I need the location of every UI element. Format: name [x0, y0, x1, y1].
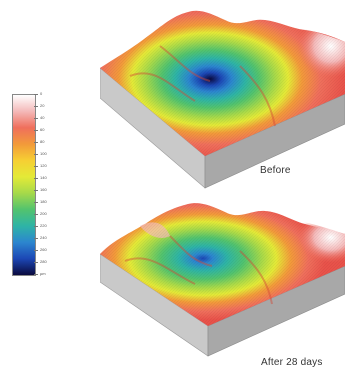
colorbar-tick-label: 0 [40, 91, 43, 96]
colorbar-tick-mark [34, 106, 38, 107]
colorbar-tick-label: 260 [40, 247, 47, 252]
colorbar-tick-label: 280 [40, 259, 47, 264]
colorbar-tick-label: 60 [40, 127, 45, 132]
colorbar-tick-label: 40 [40, 115, 45, 120]
surface-wall-right [204, 93, 345, 189]
colorbar-tick-label: 220 [40, 223, 47, 228]
colorbar-tick-label: 120 [40, 163, 47, 168]
colorbar-tick-label: 140 [40, 175, 47, 180]
colorbar-tick-label: 160 [40, 187, 47, 192]
colorbar-tick-mark [34, 94, 38, 95]
colorbar-tick-mark [34, 130, 38, 131]
colorbar-tick-mark [34, 250, 38, 251]
colorbar-tick-mark [34, 154, 38, 155]
colorbar-legend: 0 20 40 60 80 100 120 140 160 180 200 220 240 260 280 µ… [8, 92, 58, 287]
colorbar-tick-mark [34, 226, 38, 227]
colorbar-tick-mark [34, 178, 38, 179]
surface-plot-before [100, 10, 345, 189]
colorbar-tick-label: 20 [40, 103, 45, 108]
colorbar-tick-mark [34, 262, 38, 263]
colorbar-tick-label: µm [40, 271, 46, 276]
colorbar-tick-mark [34, 142, 38, 143]
colorbar-tick-mark [34, 166, 38, 167]
caption-after: After 28 days [261, 357, 323, 368]
colorbar-tick-label: 180 [40, 199, 47, 204]
colorbar-tick-label: 100 [40, 151, 47, 156]
colorbar-tick-mark [34, 238, 38, 239]
colorbar-tick-mark [34, 214, 38, 215]
surface-plot-after [100, 203, 345, 357]
caption-before: Before [260, 165, 291, 176]
colorbar-tick-label: 80 [40, 139, 45, 144]
colorbar-tick-mark [34, 118, 38, 119]
colorbar-tick-label: 200 [40, 211, 47, 216]
colorbar-gradient [12, 94, 36, 276]
colorbar-tick-mark [34, 274, 38, 275]
colorbar-tick-label: 240 [40, 235, 47, 240]
colorbar-tick-mark [34, 202, 38, 203]
colorbar-tick-mark [34, 190, 38, 191]
